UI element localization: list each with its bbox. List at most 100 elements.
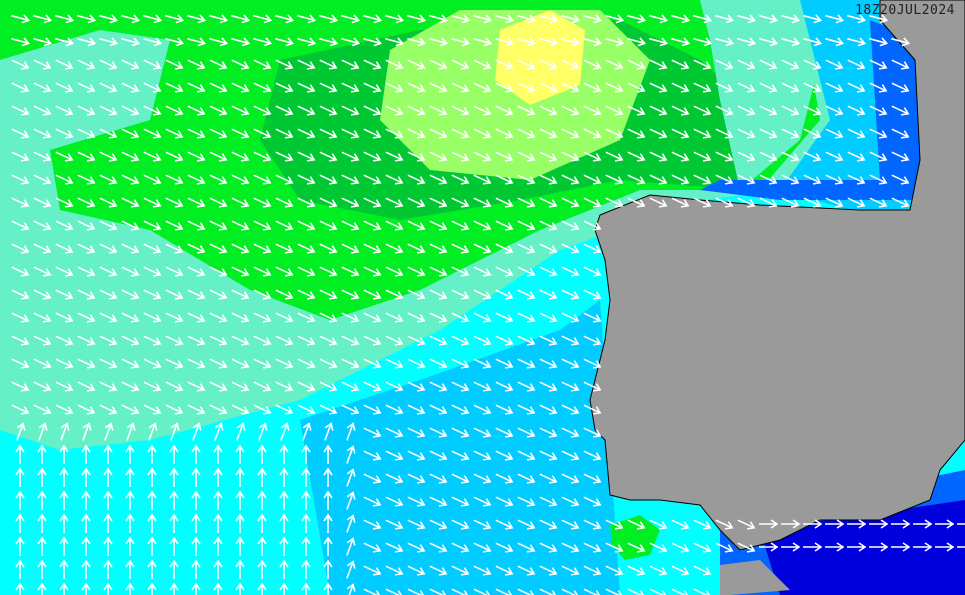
iberia-land (589, 0, 965, 551)
arrow-icon (341, 151, 360, 162)
arrow-icon (15, 582, 25, 595)
arrow-icon (847, 82, 866, 93)
arrow-icon (429, 404, 448, 415)
arrow-icon (539, 197, 558, 208)
arrow-icon (341, 404, 360, 415)
arrow-icon (33, 105, 52, 116)
arrow-icon (275, 59, 294, 70)
arrow-icon (693, 14, 713, 24)
arrow-icon (583, 312, 602, 323)
arrow-icon (147, 559, 157, 579)
arrow-icon (187, 266, 206, 277)
arrow-icon (143, 243, 162, 254)
arrow-icon (187, 289, 206, 300)
arrow-icon (77, 37, 97, 47)
arrow-icon (319, 335, 338, 346)
arrow-icon (55, 312, 74, 323)
arrow-icon (583, 82, 602, 93)
arrow-icon (187, 220, 206, 231)
arrow-icon (11, 381, 30, 392)
arrow-icon (341, 59, 360, 70)
arrow-icon (319, 82, 338, 93)
arrow-icon (297, 82, 316, 93)
arrow-icon (143, 266, 162, 277)
arrow-icon (649, 59, 668, 70)
arrow-icon (737, 105, 756, 116)
arrow-icon (583, 151, 602, 162)
arrow-icon (539, 128, 558, 139)
arrow-icon (231, 151, 250, 162)
arrow-icon (781, 37, 801, 47)
sky-zone (300, 300, 620, 595)
arrow-icon (297, 128, 316, 139)
arrow-icon (803, 37, 823, 47)
arrow-icon (253, 37, 273, 47)
arrow-icon (539, 289, 558, 300)
arrow-icon (55, 381, 74, 392)
arrow-icon (847, 197, 866, 208)
arrow-icon (891, 542, 911, 552)
arrow-icon (121, 243, 140, 254)
arrow-icon (825, 128, 844, 139)
arrow-icon (363, 496, 382, 507)
arrow-icon (671, 174, 690, 185)
arrow-icon (297, 358, 316, 369)
africa-land (720, 560, 790, 595)
arrow-icon (737, 197, 756, 208)
arrow-icon (165, 37, 185, 47)
arrow-icon (759, 14, 779, 24)
arrow-icon (869, 519, 889, 529)
arrow-icon (121, 174, 140, 185)
arrow-icon (385, 565, 404, 576)
arrow-icon (165, 174, 184, 185)
arrow-icon (649, 542, 668, 553)
arrow-icon (231, 243, 250, 254)
arrow-icon (429, 59, 448, 70)
arrow-icon (341, 105, 360, 116)
arrow-icon (847, 542, 867, 552)
arrow-icon (319, 289, 338, 300)
arrow-icon (170, 422, 180, 441)
arrow-icon (583, 243, 602, 254)
arrow-icon (429, 381, 448, 392)
arrow-icon (451, 312, 470, 323)
arrow-icon (275, 266, 294, 277)
arrow-icon (169, 467, 179, 487)
arrow-icon (319, 59, 338, 70)
arrow-icon (539, 404, 558, 415)
arrow-icon (99, 381, 118, 392)
arrow-icon (11, 128, 30, 139)
arrow-icon (11, 335, 30, 346)
arrow-icon (297, 404, 316, 415)
arrow-icon (33, 404, 52, 415)
arrow-icon (279, 582, 289, 595)
arrow-icon (253, 14, 273, 24)
arrow-icon (209, 128, 228, 139)
arrow-icon (451, 289, 470, 300)
arrow-icon (77, 128, 96, 139)
arrow-icon (301, 513, 311, 533)
arrow-icon (385, 450, 404, 461)
arrow-icon (301, 582, 311, 595)
arrow-icon (121, 151, 140, 162)
arrow-icon (257, 582, 267, 595)
arrow-icon (99, 358, 118, 369)
arrow-icon (407, 197, 426, 208)
arrow-icon (473, 588, 492, 595)
arrow-icon (583, 128, 602, 139)
arrow-icon (33, 197, 52, 208)
arrow-icon (407, 450, 426, 461)
arrow-icon (561, 289, 580, 300)
arrow-icon (209, 358, 228, 369)
arrow-icon (279, 536, 289, 556)
arrow-icon (473, 82, 492, 93)
arrow-icon (385, 105, 404, 116)
arrow-icon (165, 312, 184, 323)
arrow-icon (257, 444, 267, 464)
arrow-icon (759, 59, 778, 70)
arrow-icon (517, 105, 536, 116)
arrow-icon (209, 220, 228, 231)
arrow-icon (147, 536, 157, 556)
arrow-icon (825, 174, 844, 185)
